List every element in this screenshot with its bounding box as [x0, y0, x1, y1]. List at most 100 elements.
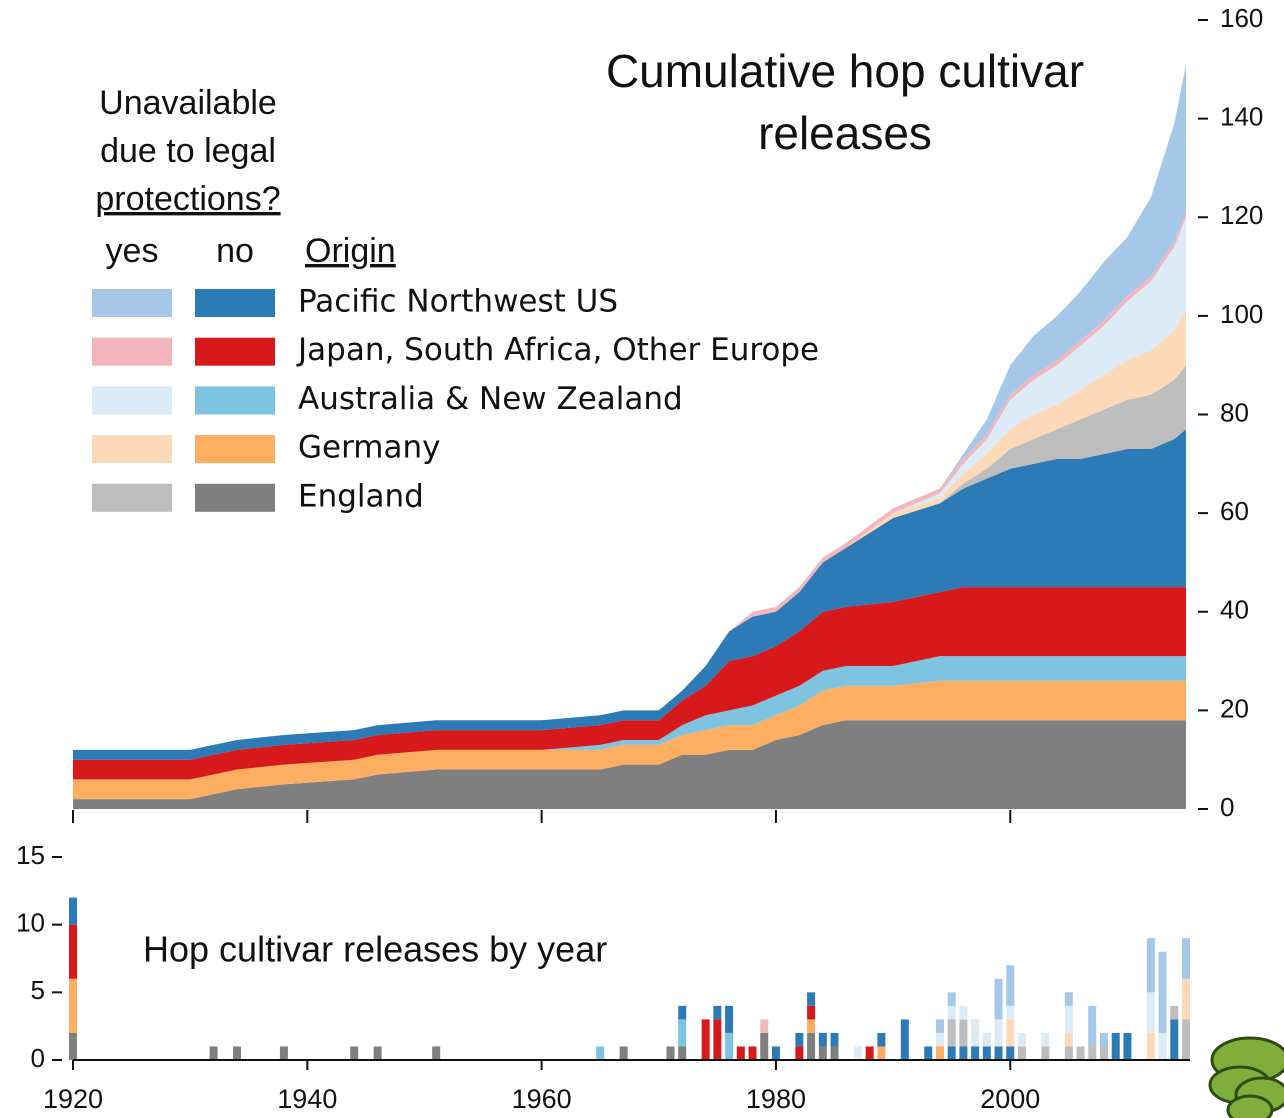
- y-tick-label: 15: [16, 840, 45, 870]
- bar: [1111, 1032, 1120, 1060]
- bar: [795, 1032, 804, 1047]
- bar: [830, 1046, 839, 1060]
- bar: [1170, 1019, 1179, 1060]
- bar: [736, 1046, 745, 1060]
- bar: [1099, 1032, 1108, 1047]
- bar: [1158, 1032, 1167, 1060]
- legend-column-header: yes: [106, 232, 159, 270]
- bar: [1064, 1032, 1073, 1047]
- bar: [713, 1005, 722, 1020]
- bar: [1041, 1032, 1050, 1047]
- bar: [678, 1019, 687, 1047]
- bar: [807, 1019, 816, 1033]
- legend-swatch: [92, 483, 172, 512]
- bar: [971, 1019, 980, 1047]
- bar: [947, 992, 956, 1006]
- bar: [935, 1019, 944, 1033]
- bar: [69, 978, 77, 1033]
- bar: [959, 1046, 968, 1060]
- x-tick-label: 1940: [277, 1084, 337, 1114]
- bar: [1182, 978, 1190, 1020]
- x-tick-label: 1960: [512, 1084, 572, 1114]
- bar: [807, 992, 816, 1006]
- bar: [1170, 1005, 1179, 1020]
- legend-title: Unavailable: [99, 84, 277, 122]
- bar: [982, 1032, 991, 1047]
- bar: [1041, 1046, 1050, 1060]
- area: [73, 587, 1186, 780]
- legend-swatch: [195, 435, 275, 464]
- y-tick-label: 0: [31, 1043, 45, 1073]
- bar: [678, 1046, 687, 1060]
- bar: [666, 1046, 675, 1060]
- legend-column-header: no: [216, 232, 254, 270]
- bar: [1006, 1005, 1015, 1020]
- x-tick-label: 2000: [980, 1084, 1040, 1114]
- legend-swatch: [92, 386, 172, 415]
- y-tick-label: 5: [31, 975, 45, 1005]
- bar: [994, 1019, 1003, 1047]
- y-tick-label: 10: [16, 908, 45, 938]
- bar: [1006, 965, 1015, 1006]
- bar: [69, 1032, 77, 1060]
- bar: [853, 1046, 862, 1060]
- bar: [760, 1032, 769, 1060]
- y-tick-label: 80: [1220, 397, 1249, 427]
- bar: [994, 1046, 1003, 1060]
- bar: [1088, 1005, 1097, 1047]
- x-tick-label: 1980: [746, 1084, 806, 1114]
- bar: [1146, 1032, 1155, 1060]
- bar: [678, 1005, 687, 1020]
- legend-label: Japan, South Africa, Other Europe: [296, 332, 819, 368]
- bar: [69, 897, 77, 925]
- bar: [1123, 1032, 1132, 1060]
- y-tick-label: 0: [1220, 792, 1234, 822]
- bar: [279, 1046, 288, 1060]
- bar: [1006, 1019, 1015, 1047]
- y-tick-label: 140: [1220, 102, 1263, 132]
- bar: [1182, 1019, 1190, 1060]
- legend-title: protections?: [95, 180, 280, 218]
- bar: [935, 1032, 944, 1047]
- bar: [596, 1046, 605, 1060]
- bar: [1006, 1046, 1015, 1060]
- legend-swatch: [92, 289, 172, 317]
- bar: [760, 1019, 769, 1033]
- bar: [795, 1046, 804, 1060]
- bar: [982, 1046, 991, 1060]
- bar: [807, 1005, 816, 1020]
- bar: [877, 1046, 886, 1060]
- hop-icon: [1208, 1036, 1284, 1118]
- bar: [1076, 1046, 1085, 1060]
- bar: [713, 1019, 722, 1060]
- legend-title: due to legal: [100, 132, 276, 170]
- chart-title: releases: [758, 107, 932, 159]
- y-tick-label: 40: [1220, 595, 1249, 625]
- bar: [233, 1046, 242, 1060]
- x-tick-label: 1920: [43, 1084, 103, 1114]
- bar: [725, 1032, 734, 1060]
- y-tick-label: 120: [1220, 200, 1263, 230]
- area: [73, 680, 1186, 800]
- bar: [701, 1019, 710, 1060]
- bar: [877, 1032, 886, 1047]
- bar: [947, 1046, 956, 1060]
- legend-swatch: [195, 386, 275, 415]
- bar: [924, 1046, 933, 1060]
- bar: [947, 1019, 956, 1047]
- bar: [818, 1032, 827, 1047]
- legend-swatch: [195, 337, 275, 366]
- y-tick-label: 20: [1220, 693, 1249, 723]
- bar: [1182, 938, 1190, 979]
- chart-title: Hop cultivar releases by year: [143, 929, 607, 970]
- legend-label: Germany: [298, 430, 440, 466]
- bar: [748, 1046, 757, 1060]
- bar: [818, 1046, 827, 1060]
- bar: [959, 1005, 968, 1020]
- bar: [1099, 1046, 1108, 1060]
- bar: [1146, 938, 1155, 993]
- legend-label: Pacific Northwest US: [298, 284, 618, 320]
- bar: [971, 1046, 980, 1060]
